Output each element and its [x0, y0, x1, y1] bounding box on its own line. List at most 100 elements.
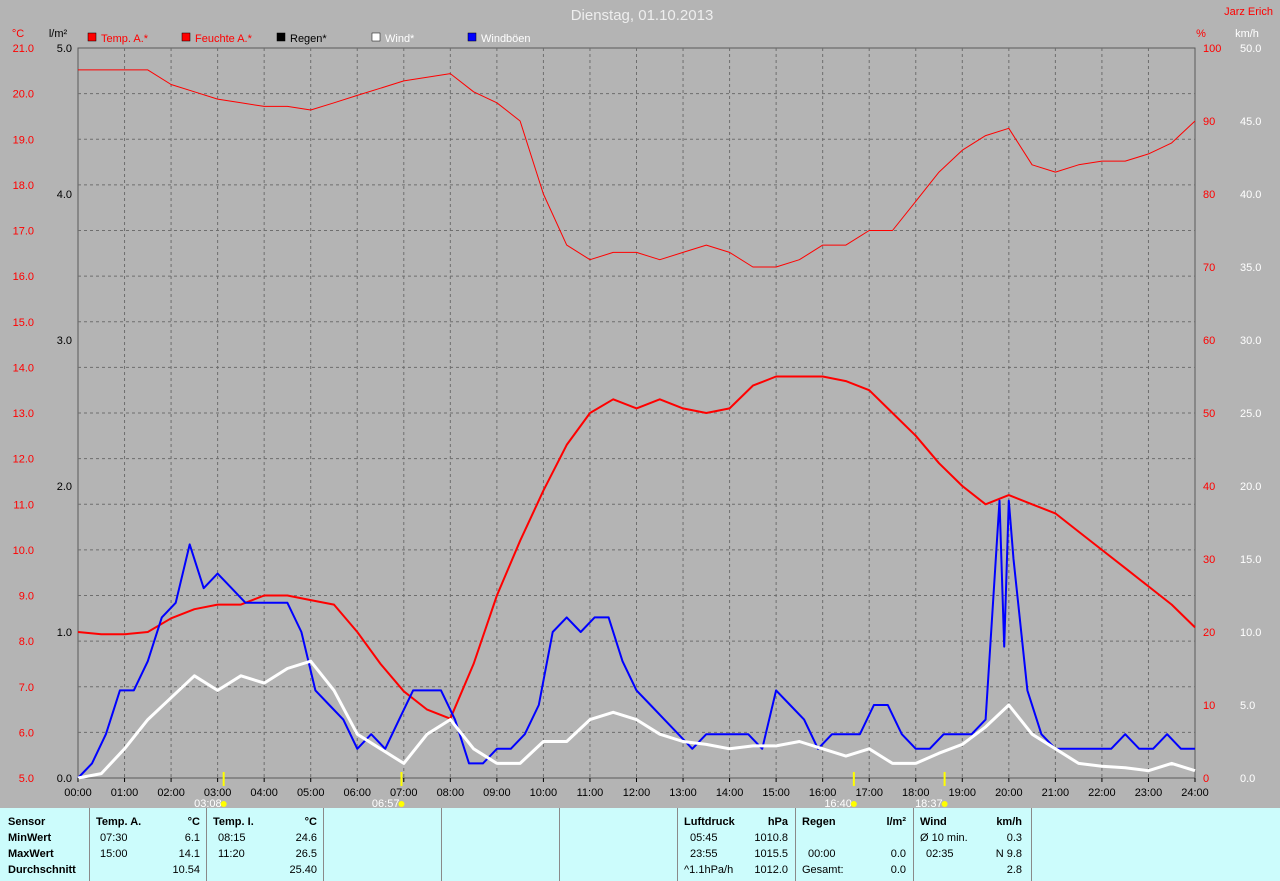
wind-tick-label: 0.0 — [1240, 773, 1255, 785]
series-line-wind — [77, 659, 1196, 780]
wind-tick-label: 15.0 — [1240, 554, 1261, 566]
event-marker-label: 06:57 — [372, 798, 400, 808]
x-tick-label: 06:00 — [343, 787, 371, 799]
temp-tick-label: 5.0 — [19, 773, 34, 785]
temp-a-min-value: 6.1 — [184, 832, 200, 844]
wind-tick-label: 35.0 — [1240, 262, 1261, 274]
legend-label: Regen* — [290, 33, 327, 45]
rain-header: Regen — [802, 816, 836, 828]
event-marker-label: 03:08 — [194, 798, 222, 808]
x-tick-label: 20:00 — [995, 787, 1023, 799]
sensor-header: Sensor — [8, 816, 46, 828]
humidity-tick-label: 60 — [1203, 335, 1215, 347]
x-tick-label: 08:00 — [437, 787, 465, 799]
temp-a-min-time: 07:30 — [100, 832, 128, 844]
axes: 00:00 01:00 02:00 03:00 04:00 05:00 06:00 07:00… — [12, 28, 1262, 808]
legend-swatch — [87, 32, 97, 42]
x-tick-label: 09:00 — [483, 787, 511, 799]
temp-tick-label: 9.0 — [19, 591, 34, 603]
legend-label: Wind* — [385, 33, 415, 45]
pressure-max-time: 23:55 — [690, 848, 718, 860]
humidity-tick-label: 90 — [1203, 116, 1215, 128]
row-label-max: MaxWert — [8, 848, 54, 860]
x-tick-label: 19:00 — [949, 787, 977, 799]
temp-tick-label: 6.0 — [19, 727, 34, 739]
legend-label: Temp. A.* — [101, 33, 149, 45]
wind-tick-label: 25.0 — [1240, 408, 1261, 420]
rain-max-value: 0.0 — [890, 848, 906, 860]
pressure-header: Luftdruck — [684, 816, 735, 828]
pressure-min-value: 1010.8 — [754, 832, 788, 844]
temp-tick-label: 20.0 — [13, 89, 34, 101]
wind-tick-label: 40.0 — [1240, 189, 1261, 201]
humidity-tick-label: 80 — [1203, 189, 1215, 201]
sun-icon — [850, 801, 857, 807]
humidity-tick-label: 10 — [1203, 700, 1215, 712]
row-label-min: MinWert — [8, 832, 52, 844]
statistics-panel: Sensor MinWert MaxWert Durchschnitt Temp… — [0, 808, 1280, 881]
wind-header: Wind — [920, 816, 947, 828]
rain-tick-label: 2.0 — [57, 481, 72, 493]
rain-total-value: 0.0 — [890, 864, 906, 876]
temp-tick-label: 19.0 — [13, 134, 34, 146]
temp-tick-label: 16.0 — [13, 271, 34, 283]
temp-tick-label: 12.0 — [13, 454, 34, 466]
x-tick-label: 01:00 — [111, 787, 139, 799]
rain-unit-label: l/m² — [49, 28, 68, 40]
temp-a-avg-value: 10.54 — [172, 864, 200, 876]
x-tick-label: 00:00 — [64, 787, 92, 799]
x-tick-label: 18:00 — [902, 787, 930, 799]
humidity-tick-label: 30 — [1203, 554, 1215, 566]
temp-tick-label: 13.0 — [13, 408, 34, 420]
temp-tick-label: 17.0 — [13, 226, 34, 238]
wind-tick-label: 30.0 — [1240, 335, 1261, 347]
temp-i-max-time: 11:20 — [218, 848, 245, 860]
legend-swatch — [276, 32, 286, 42]
legend: Temp. A.* Feuchte A.* Regen* Wind* Windböen — [87, 32, 531, 45]
temp-i-unit: °C — [304, 816, 317, 828]
sun-icon — [220, 801, 227, 807]
x-tick-label: 03:00 — [204, 787, 232, 799]
pressure-unit: hPa — [767, 816, 788, 828]
wind-unit-label: km/h — [1235, 28, 1259, 40]
wind-tick-label: 10.0 — [1240, 627, 1261, 639]
legend-swatch — [371, 32, 381, 42]
wind-avg10-label: Ø 10 min. — [920, 832, 968, 844]
rain-total-label: Gesamt: — [802, 864, 844, 876]
temp-a-unit: °C — [187, 816, 200, 828]
series-layer — [77, 69, 1196, 780]
series-line-windb-en — [77, 499, 1195, 779]
humidity-unit-label: % — [1196, 28, 1206, 40]
legend-label: Windböen — [481, 33, 531, 45]
rain-tick-label: 5.0 — [57, 43, 72, 55]
rain-unit: l/m² — [886, 816, 906, 828]
x-tick-label: 10:00 — [530, 787, 558, 799]
humidity-tick-label: 50 — [1203, 408, 1215, 420]
temp-i-header: Temp. I. — [213, 816, 254, 828]
x-tick-label: 24:00 — [1181, 787, 1209, 799]
rain-max-time: 00:00 — [808, 848, 836, 860]
legend-swatch — [181, 32, 191, 42]
pressure-max-value: 1015.5 — [754, 848, 788, 860]
temp-unit-label: °C — [12, 28, 24, 40]
temp-tick-label: 18.0 — [13, 180, 34, 192]
humidity-tick-label: 100 — [1203, 43, 1221, 55]
pressure-avg-value: 1012.0 — [754, 864, 788, 876]
x-tick-label: 15:00 — [762, 787, 790, 799]
wind-tick-label: 45.0 — [1240, 116, 1261, 128]
x-tick-label: 14:00 — [716, 787, 744, 799]
wind-max-value: N 9.8 — [995, 848, 1022, 860]
rain-tick-label: 3.0 — [57, 335, 72, 347]
x-tick-label: 16:00 — [809, 787, 837, 799]
temp-a-max-time: 15:00 — [100, 848, 128, 860]
temp-tick-label: 11.0 — [13, 499, 34, 511]
temp-tick-label: 15.0 — [13, 317, 34, 329]
rain-tick-label: 1.0 — [57, 627, 72, 639]
wind-max-time: 02:35 — [926, 848, 954, 860]
x-tick-label: 17:00 — [855, 787, 883, 799]
temp-i-max-value: 26.5 — [295, 848, 317, 860]
chart-title: Dienstag, 01.10.2013 — [571, 7, 714, 24]
wind-avg-value: 2.8 — [1006, 864, 1022, 876]
row-label-avg: Durchschnitt — [8, 864, 76, 876]
sun-icon — [398, 801, 405, 807]
